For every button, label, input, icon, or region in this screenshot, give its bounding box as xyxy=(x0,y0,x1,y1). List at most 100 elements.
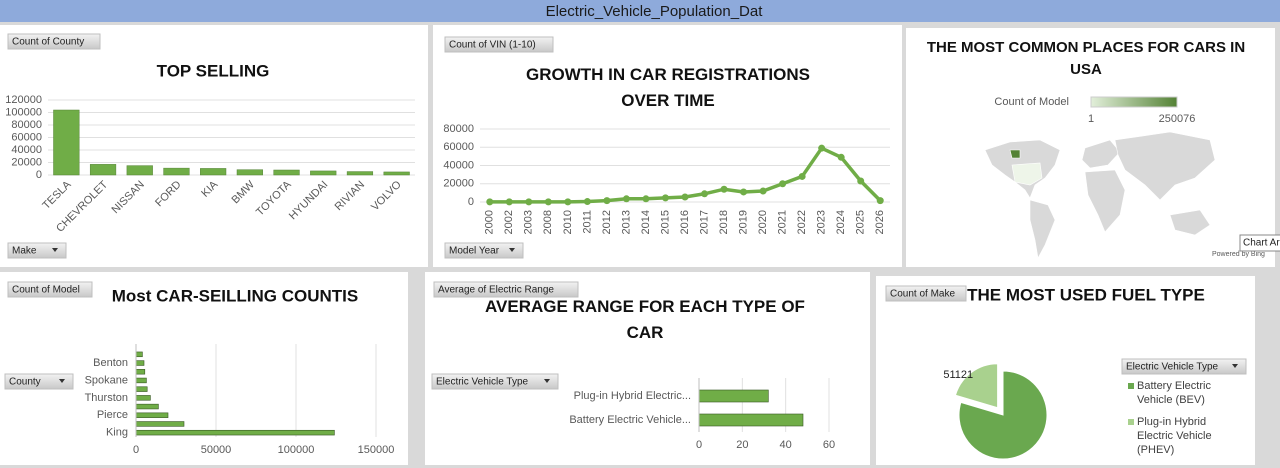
y-tick-label: 0 xyxy=(36,169,42,181)
field-button-label: Electric Vehicle Type xyxy=(436,377,529,388)
x-tick-label: 2015 xyxy=(659,210,671,234)
point xyxy=(681,193,689,201)
point xyxy=(583,198,591,206)
x-tick-label: 150000 xyxy=(358,444,395,456)
bar xyxy=(135,403,159,410)
window-title: Electric_Vehicle_Population_Dat xyxy=(546,3,764,20)
field-button-label: Electric Vehicle Type xyxy=(1126,362,1219,373)
y-tick-label: 0 xyxy=(468,196,474,208)
chart-title: THE MOST COMMON PLACES FOR CARS IN USA xyxy=(927,39,1245,78)
legend-swatch xyxy=(1128,383,1134,389)
point xyxy=(759,187,767,195)
legend-max: 250076 xyxy=(1159,113,1196,125)
panel xyxy=(425,272,870,465)
x-tick-label: 2023 xyxy=(816,210,828,234)
y-tick-label: 80000 xyxy=(443,123,474,135)
field-button-label: County xyxy=(9,377,41,388)
x-tick-label: 2019 xyxy=(737,210,749,234)
field-button-label: Model Year xyxy=(449,246,500,257)
x-tick-label: 0 xyxy=(696,439,702,451)
bar xyxy=(310,170,337,176)
point xyxy=(525,198,533,206)
x-tick-label: 2017 xyxy=(698,210,710,234)
bar xyxy=(273,169,300,176)
field-button xyxy=(431,373,559,390)
point xyxy=(622,195,630,203)
x-tick-label: 100000 xyxy=(278,444,315,456)
y-tick-label: 20000 xyxy=(443,178,474,190)
bar xyxy=(126,165,153,176)
bar xyxy=(698,389,769,403)
y-tick-label: 60000 xyxy=(443,141,474,153)
y-tick-label: 120000 xyxy=(5,94,42,106)
x-tick-label: 2010 xyxy=(562,210,574,234)
field-button xyxy=(444,242,524,259)
y-tick-label: 80000 xyxy=(11,119,42,131)
chart-title: GROWTH IN CAR REGISTRATIONS OVER TIME xyxy=(526,65,810,110)
point xyxy=(837,153,845,161)
chart-title: TOP SELLING xyxy=(157,61,270,80)
field-button-label: Count of VIN (1-10) xyxy=(449,40,536,51)
bar xyxy=(135,412,169,418)
x-tick-label: 20 xyxy=(736,439,748,451)
field-button-label: Count of County xyxy=(12,37,84,48)
x-tick-label: 60 xyxy=(823,439,835,451)
bar xyxy=(163,167,190,176)
tooltip xyxy=(1239,234,1280,252)
point xyxy=(505,198,513,206)
point xyxy=(740,188,748,196)
y-tick-label: Plug-in Hybrid Electric... xyxy=(574,390,691,402)
map-credit: Powered by Bing xyxy=(1212,251,1265,258)
y-tick-label: Spokane xyxy=(85,374,128,386)
legend-label: Plug-in Hybrid Electric Vehicle (PHEV) xyxy=(1137,416,1212,456)
x-tick-label: 2020 xyxy=(757,210,769,234)
y-tick-label: 60000 xyxy=(11,131,42,143)
x-tick-label: 0 xyxy=(133,444,139,456)
y-tick-label: Thurston xyxy=(85,392,128,404)
bar xyxy=(135,429,335,436)
data-label: 51121 xyxy=(943,369,973,381)
pie-slice xyxy=(954,363,999,409)
tooltip-text: Chart Ar xyxy=(1243,238,1280,249)
point xyxy=(661,194,669,202)
field-button-label: Average of Electric Range xyxy=(438,285,554,296)
chart-title: AVERAGE RANGE FOR EACH TYPE OF CAR xyxy=(485,297,805,342)
dropdown-arrow xyxy=(544,379,550,383)
title-bar xyxy=(0,0,1280,22)
bar xyxy=(698,413,804,427)
legend-gradient xyxy=(1090,96,1178,108)
bar xyxy=(135,395,151,401)
field-button-label: Count of Model xyxy=(12,285,80,296)
dropdown-arrow xyxy=(1232,364,1238,368)
bar xyxy=(135,377,147,384)
y-tick-label: 100000 xyxy=(5,106,42,118)
x-tick-label: 2000 xyxy=(484,210,496,234)
y-tick-label: Pierce xyxy=(97,409,128,421)
point xyxy=(642,195,650,203)
y-tick-label: Battery Electric Vehicle... xyxy=(569,414,691,426)
bar xyxy=(135,360,145,366)
legend-swatch xyxy=(1128,419,1134,425)
x-tick-label: 40 xyxy=(780,439,792,451)
chart-title: THE MOST USED FUEL TYPE xyxy=(967,285,1205,304)
point xyxy=(876,197,884,205)
field-button xyxy=(7,33,101,50)
y-tick-label: 20000 xyxy=(11,156,42,168)
point xyxy=(818,144,826,152)
legend-min: 1 xyxy=(1088,113,1094,125)
bar xyxy=(383,171,410,176)
field-button xyxy=(4,373,74,390)
point xyxy=(544,198,552,206)
x-tick-label: 2026 xyxy=(874,210,886,234)
field-button xyxy=(444,36,554,53)
point xyxy=(603,197,611,205)
y-tick-label: 40000 xyxy=(11,144,42,156)
x-tick-label: 2018 xyxy=(718,210,730,234)
x-tick-label: 2014 xyxy=(640,210,652,234)
field-button xyxy=(433,281,579,298)
dropdown-arrow xyxy=(509,248,515,252)
x-tick-label: 2002 xyxy=(503,210,515,234)
point xyxy=(779,180,787,188)
y-tick-label: Benton xyxy=(93,357,128,369)
